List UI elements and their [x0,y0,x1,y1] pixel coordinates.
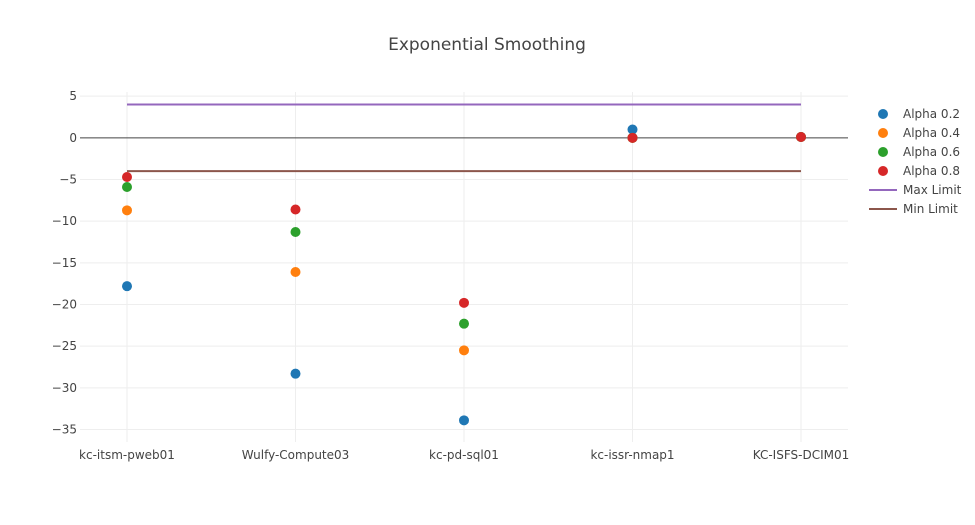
y-tick-label: −25 [52,339,77,353]
x-tick-label: Wulfy-Compute03 [242,448,350,462]
data-point [627,132,638,143]
data-point [796,132,806,142]
legend-item[interactable]: Alpha 0.4 [878,126,960,140]
chart-title: Exponential Smoothing [388,35,586,55]
x-tick-label: KC-ISFS-DCIM01 [753,448,850,462]
legend-label: Alpha 0.4 [903,126,960,140]
y-tick-label: −35 [52,423,77,437]
data-point [459,345,469,356]
y-tick-label: 0 [69,131,77,145]
legend-label: Alpha 0.6 [903,145,960,159]
data-point [122,182,132,192]
data-point [627,124,638,135]
x-tick-labels: kc-itsm-pweb01 Wulfy-Compute03 kc-pd-sql01… [79,448,849,462]
data-point [459,415,469,426]
y-tick-label: −15 [52,256,77,270]
y-tick-label: −5 [59,173,77,187]
legend-label: Min Limit [903,202,958,216]
legend-label: Max Limit [903,183,962,197]
x-tick-label: kc-itsm-pweb01 [79,448,175,462]
legend-marker-swatch [878,128,888,138]
legend-item[interactable]: Alpha 0.8 [878,164,960,178]
data-point [122,281,132,292]
data-points [122,124,806,426]
legend-marker-swatch [878,166,888,176]
data-point [290,204,301,215]
legend[interactable]: Alpha 0.2 Alpha 0.4 Alpha 0.6 Alpha 0.8 Max … [869,107,962,216]
y-tick-label: −20 [52,298,77,312]
y-tick-label: −30 [52,381,77,395]
data-point [290,368,301,379]
y-tick-labels: 5 0 −5 −10 −15 −20 −25 −30 −35 [52,89,77,436]
legend-label: Alpha 0.8 [903,164,960,178]
data-point [122,172,132,182]
data-point [290,267,301,277]
legend-item[interactable]: Alpha 0.2 [878,107,960,121]
data-point [122,205,132,216]
x-tick-label: kc-issr-nmap1 [590,448,674,462]
data-point [459,297,469,308]
legend-item[interactable]: Max Limit [869,183,962,197]
legend-label: Alpha 0.2 [903,107,960,121]
limit-lines [127,103,801,173]
legend-item[interactable]: Min Limit [869,202,958,216]
legend-marker-swatch [878,109,888,119]
data-point [459,318,469,329]
y-tick-label: 5 [69,89,77,103]
gridlines [80,92,848,442]
data-point [290,227,301,237]
x-tick-label: kc-pd-sql01 [429,448,499,462]
legend-marker-swatch [878,147,888,157]
y-tick-label: −10 [52,214,77,228]
legend-item[interactable]: Alpha 0.6 [878,145,960,159]
